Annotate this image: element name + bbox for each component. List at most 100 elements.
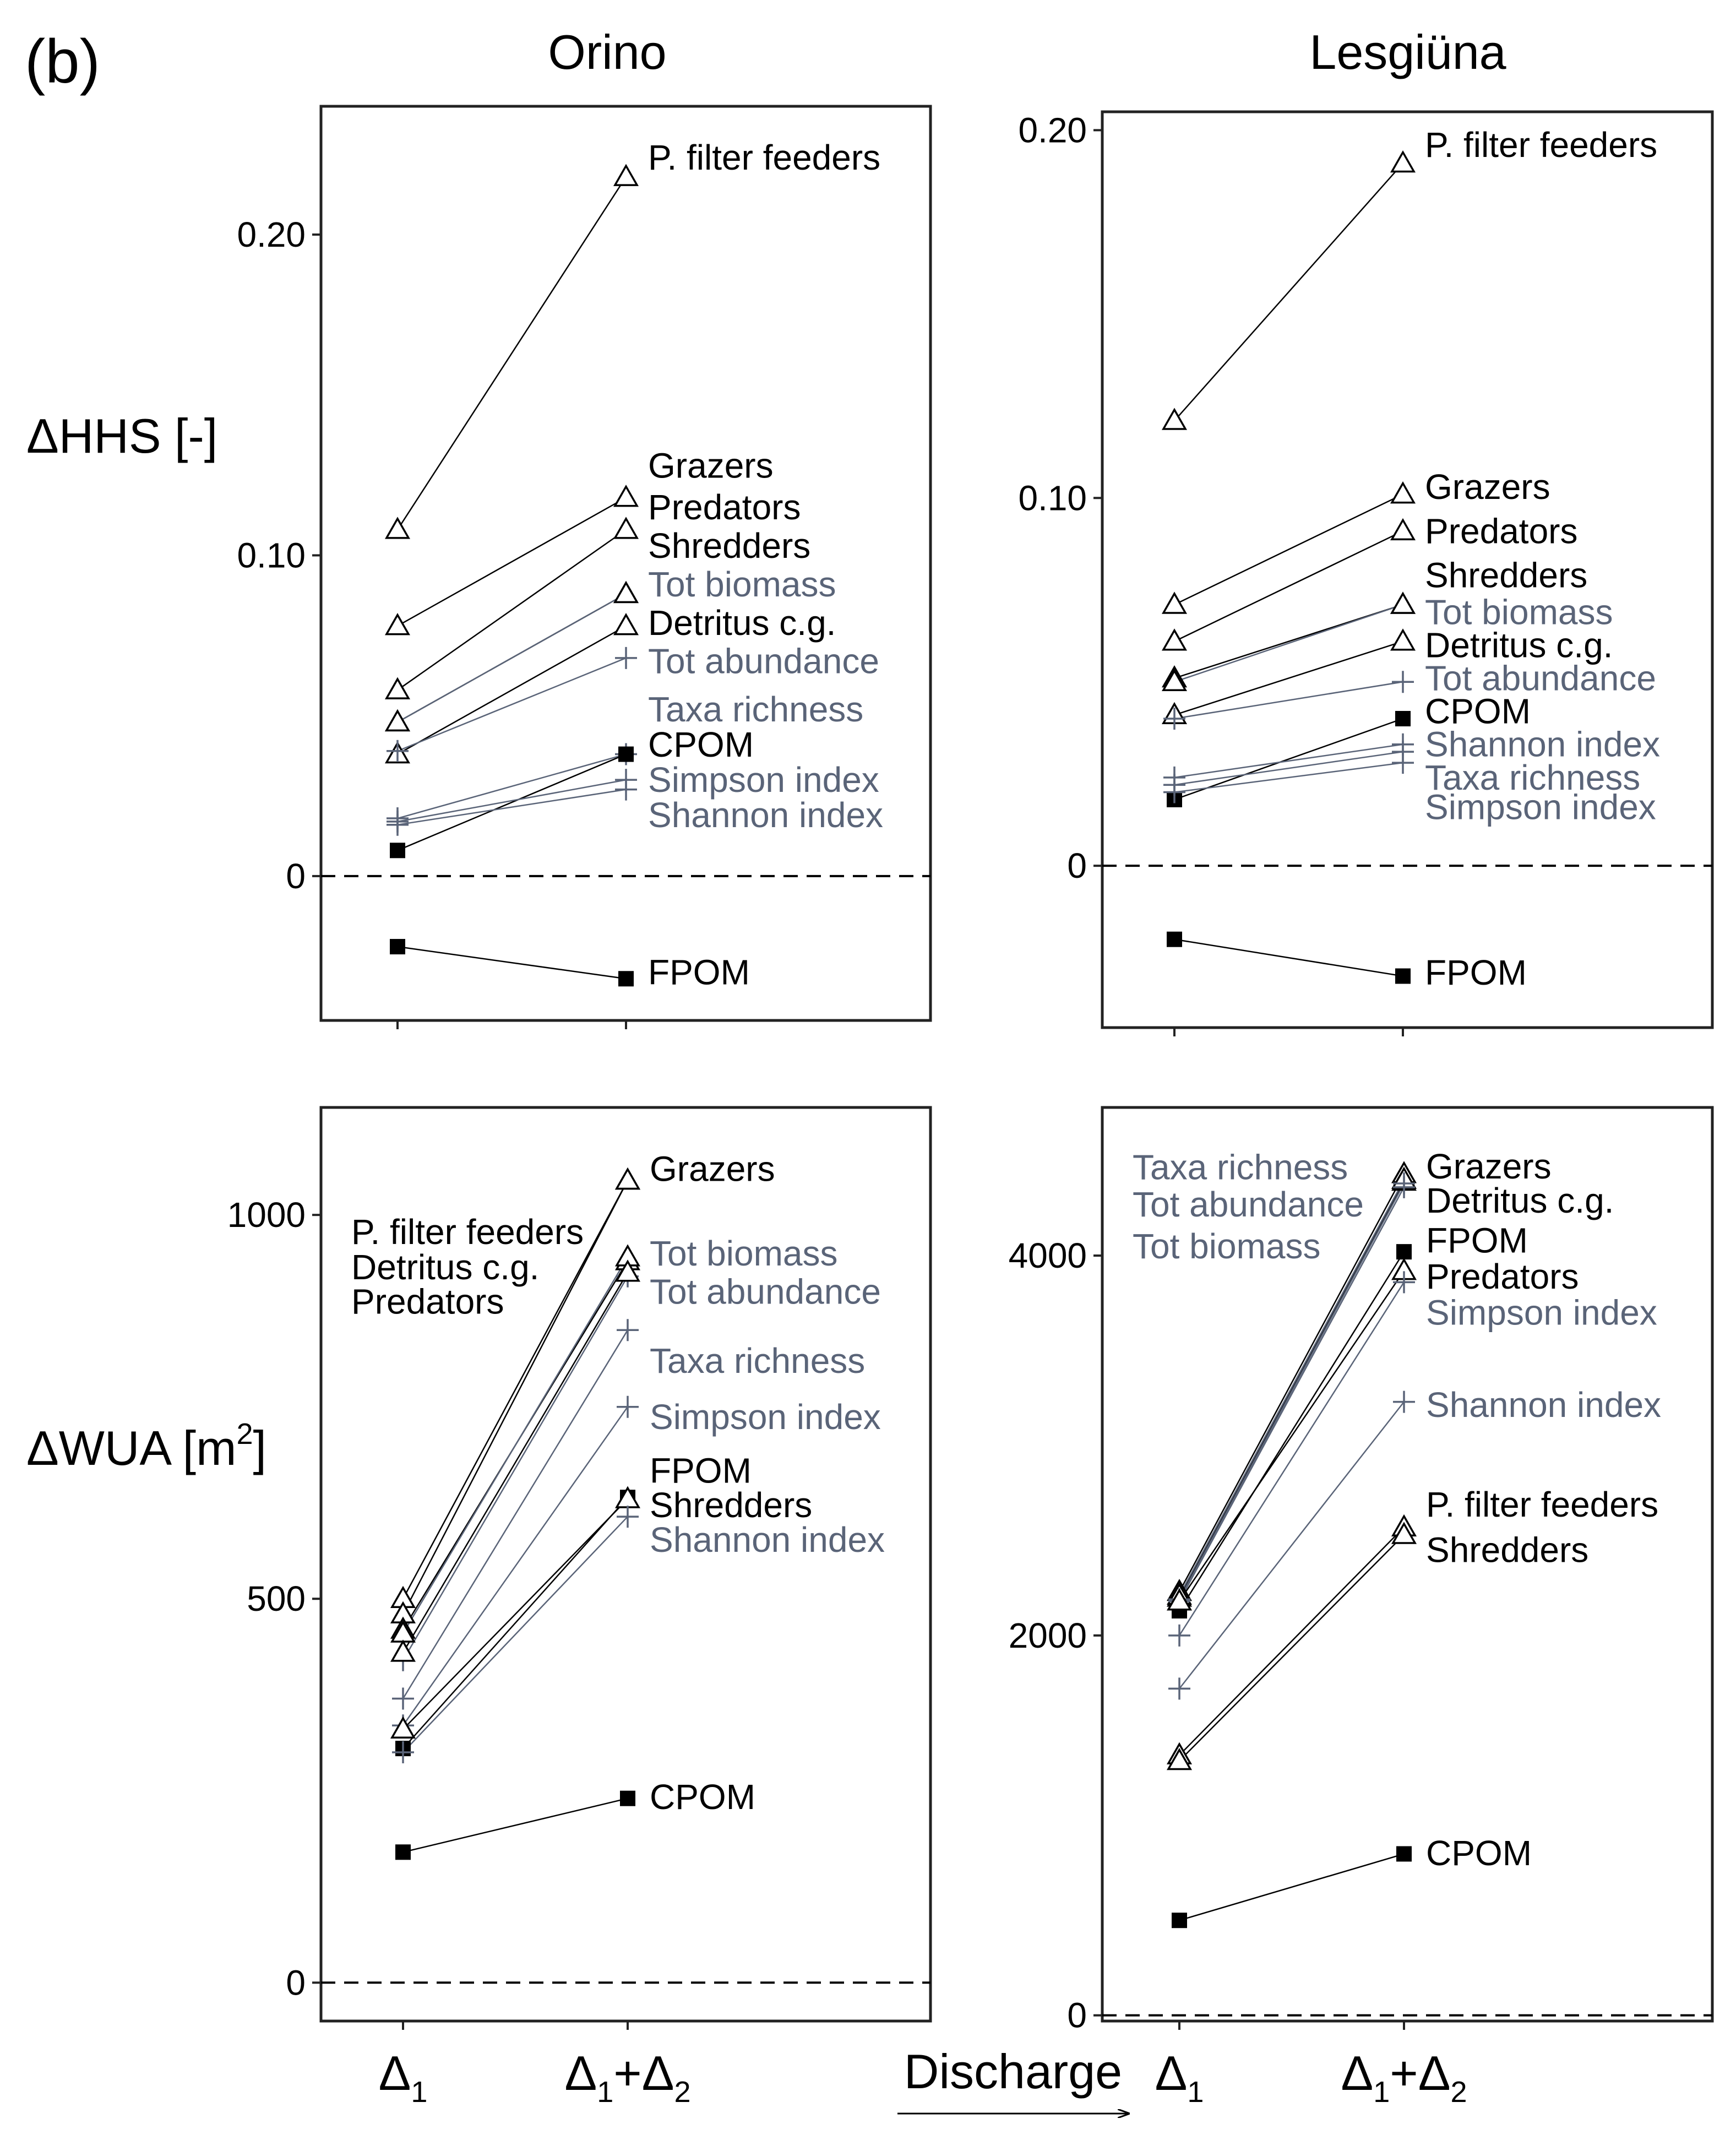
orino-wua-point-shannon-index-2	[617, 1506, 639, 1528]
lesgiuna-hhs-label-cpom: CPOM	[1425, 692, 1531, 731]
orino-wua-label-fpom: FPOM	[650, 1451, 752, 1490]
lesgiuna-hhs-label-predators: Predators	[1425, 511, 1577, 551]
orino-hhs-label-taxa-richness: Taxa richness	[648, 689, 863, 729]
lesgiuna-wua-annotation-taxa-richness: Taxa richness	[1133, 1148, 1348, 1187]
lesgiuna-wua-label-cpom: CPOM	[1426, 1833, 1532, 1873]
orino-hhs-point-predators-2	[613, 517, 639, 539]
orino-wua-label-tot-biomass: Tot biomass	[650, 1234, 837, 1273]
lesgiuna-wua-label-detritus-c-g: Detritus c.g.	[1426, 1181, 1614, 1220]
lesgiuna-hhs-point-cpom-2	[1395, 710, 1411, 726]
panel-lesgiuna-hhs: 0 0.10 0.20 P. filter feeders GrazersPredato…	[1018, 110, 1714, 1036]
lesgiuna-wua-line-tot-biomass	[1178, 1179, 1405, 1596]
lesgiuna-hhs-label-tot-abundance: Tot abundance	[1425, 659, 1656, 698]
lesgiuna-hhs-point-simpson-index-2	[1392, 752, 1414, 774]
lesgiuna-hhs-point-fpom-2	[1395, 968, 1411, 984]
lesgiuna-wua-point-shredders-2	[1391, 1522, 1417, 1544]
lesgiuna-hhs-point-predators-2	[1390, 518, 1416, 541]
orino-wua-line-tot-biomass	[402, 1257, 629, 1634]
lesgiuna-hhs-label-fpom: FPOM	[1425, 953, 1527, 992]
ylabel-wua: ΔWUA [m2]	[26, 1417, 266, 1475]
lesgiuna-wua-ytick-label: 4000	[1009, 1236, 1087, 1275]
lesgiuna-hhs-point-tot-biomass-1	[1161, 669, 1188, 691]
orino-wua-line-shredders	[402, 1498, 628, 1730]
orino-wua-line-tot-abundance	[402, 1276, 629, 1661]
orino-hhs-label-p-filter-feeders: P. filter feeders	[648, 138, 880, 177]
lesgiuna-wua-point-shannon-index-1	[1168, 1677, 1190, 1700]
panel-orino-hhs: 0 0.10 0.20 P. filter feeders GrazersPredato…	[237, 105, 932, 1029]
orino-wua-line-grazers	[402, 1180, 629, 1615]
orino-hhs-line-p-filter-feeders	[396, 176, 627, 530]
lesgiuna-hhs-line-shannon-index	[1174, 743, 1403, 779]
orino-hhs-point-tot-biomass-2	[613, 580, 639, 604]
lesgiuna-hhs-label-shannon-index: Shannon index	[1425, 725, 1660, 764]
orino-wua-annotation-predators: Predators	[351, 1282, 504, 1322]
lesgiuna-hhs-label-shredders: Shredders	[1425, 556, 1587, 595]
panel-letter: (b)	[25, 27, 100, 96]
orino-wua-label-simpson-index: Simpson index	[650, 1397, 881, 1437]
orino-hhs-label-cpom: CPOM	[648, 725, 754, 764]
lesgiuna-wua-line-taxa-richness	[1178, 1187, 1405, 1602]
lesgiuna-hhs-point-detritus-c-g-2	[1390, 628, 1416, 651]
orino-wua-ytick-label: 1000	[227, 1195, 306, 1235]
lesgiuna-wua-label-shredders: Shredders	[1426, 1530, 1588, 1570]
orino-hhs-line-shannon-index	[397, 789, 627, 825]
lesgiuna-hhs-line-cpom	[1174, 718, 1403, 801]
lesgiuna-hhs-point-p-filter-feeders-1	[1161, 408, 1188, 430]
lesgiuna-wua-annotation-tot-biomass: Tot biomass	[1133, 1226, 1320, 1266]
lesgiuna-hhs-point-p-filter-feeders-2	[1390, 150, 1416, 173]
lesgiuna-wua-line-shredders	[1179, 1534, 1405, 1762]
xtick-label-d1: Δ1	[1155, 2046, 1204, 2109]
orino-hhs-label-predators: Predators	[648, 487, 801, 527]
ylabel-wua-main: ΔWUA [m	[26, 1421, 236, 1475]
orino-hhs-label-tot-abundance: Tot abundance	[648, 642, 879, 681]
lesgiuna-wua-line-shannon-index	[1179, 1401, 1405, 1690]
orino-hhs-line-predators	[397, 529, 627, 691]
orino-wua-label-tot-abundance: Tot abundance	[650, 1272, 881, 1312]
lesgiuna-wua-frame	[1101, 1106, 1714, 2023]
lesgiuna-wua-point-shannon-index-2	[1393, 1390, 1415, 1413]
orino-wua-label-grazers: Grazers	[650, 1149, 775, 1189]
orino-wua-line-p-filter-feeders	[402, 1180, 629, 1599]
lesgiuna-wua-ytick-label: 0	[1067, 1996, 1087, 2035]
orino-wua-line-predators	[402, 1272, 629, 1653]
xlabel-discharge: Discharge	[904, 2044, 1122, 2099]
orino-hhs-line-tot-abundance	[397, 657, 627, 752]
orino-wua-line-fpom	[402, 1497, 628, 1749]
lesgiuna-hhs-point-tot-abundance-1	[1163, 707, 1185, 730]
orino-hhs-line-taxa-richness	[397, 753, 627, 819]
orino-wua-point-taxa-richness-2	[617, 1319, 639, 1341]
xtick-label-d1-d2: Δ1+Δ2	[1341, 2046, 1467, 2109]
orino-wua-annotation-p-filter-feeders: P. filter feeders	[351, 1212, 584, 1252]
lesgiuna-hhs-ytick-label: 0.10	[1018, 478, 1087, 518]
orino-wua-ytick-label: 500	[247, 1579, 306, 1618]
lesgiuna-hhs-point-grazers-2	[1390, 481, 1416, 504]
orino-hhs-line-detritus-c-g	[397, 625, 627, 755]
orino-wua-point-simpson-index-2	[617, 1395, 639, 1418]
lesgiuna-hhs-line-detritus-c-g	[1174, 640, 1403, 716]
lesgiuna-hhs-ytick-label: 0	[1067, 846, 1087, 886]
orino-hhs-point-grazers-1	[384, 613, 411, 635]
lesgiuna-hhs-label-tot-biomass: Tot biomass	[1425, 592, 1613, 632]
lesgiuna-hhs-point-predators-1	[1161, 628, 1188, 651]
orino-hhs-point-grazers-2	[613, 485, 639, 507]
xtick-label-d1: Δ1	[379, 2046, 428, 2109]
orino-hhs-point-p-filter-feeders-2	[613, 164, 639, 186]
lesgiuna-wua-label-shannon-index: Shannon index	[1426, 1385, 1661, 1425]
orino-wua-point-predators-2	[614, 1259, 641, 1282]
orino-hhs-point-fpom-2	[618, 971, 634, 987]
orino-hhs-ytick-label: 0	[286, 856, 306, 896]
orino-wua-frame	[319, 1106, 932, 2023]
lesgiuna-wua-point-predators-1	[1166, 1588, 1193, 1611]
orino-hhs-label-shannon-index: Shannon index	[648, 795, 883, 835]
lesgiuna-wua-point-cpom-2	[1396, 1846, 1412, 1862]
orino-hhs-line-simpson-index	[397, 779, 627, 823]
orino-wua-ytick-label: 0	[286, 1963, 306, 2002]
orino-hhs-label-grazers: Grazers	[648, 446, 774, 485]
lesgiuna-wua-point-cpom-1	[1172, 1913, 1187, 1929]
ylabel-hhs: ΔHHS [-]	[26, 409, 217, 463]
ylabel-wua-end: ]	[253, 1421, 266, 1475]
orino-hhs-point-fpom-1	[390, 939, 405, 955]
lesgiuna-hhs-line-predators	[1174, 530, 1403, 642]
lesgiuna-hhs-ytick-label: 0.20	[1018, 110, 1087, 150]
